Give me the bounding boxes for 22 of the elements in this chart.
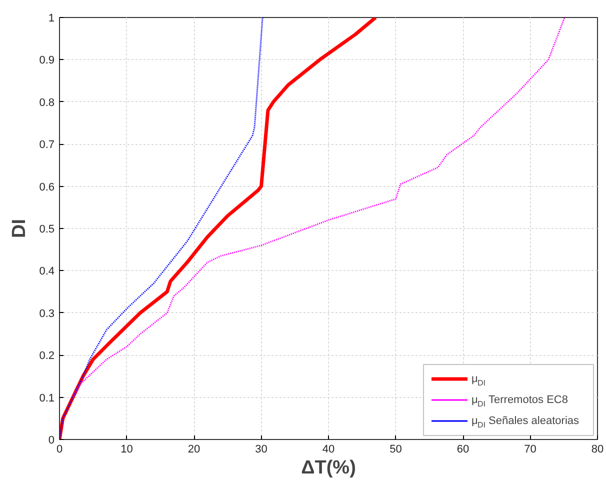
y-tick-label: 0.4 [39,266,55,278]
x-tick-label: 80 [591,444,604,456]
x-tick-label: 20 [188,444,200,456]
x-tick-label: 30 [255,444,268,456]
y-tick-label: 0.8 [39,96,55,109]
x-tick-label: 0 [56,444,63,456]
x-tick-label: 70 [524,444,536,456]
x-axis-title: ΔT(%) [301,458,356,478]
x-tick-label: 40 [322,444,335,456]
y-tick-label: 0.6 [39,181,55,194]
y-axis-title: DI [9,219,30,238]
y-tick-label: 0.5 [39,224,55,236]
x-tick-label: 60 [456,444,470,456]
y-tick-label: 0.2 [39,350,55,362]
y-tick-label: 0 [48,434,55,446]
y-tick-label: 0.9 [39,54,55,67]
y-tick-label: 0.1 [39,392,55,404]
x-tick-label: 50 [390,444,402,456]
x-tick-label: 10 [120,444,133,456]
y-tick-label: 0.3 [39,308,55,320]
y-tick-label: 1 [48,12,55,24]
y-tick-label: 0.7 [39,139,55,152]
